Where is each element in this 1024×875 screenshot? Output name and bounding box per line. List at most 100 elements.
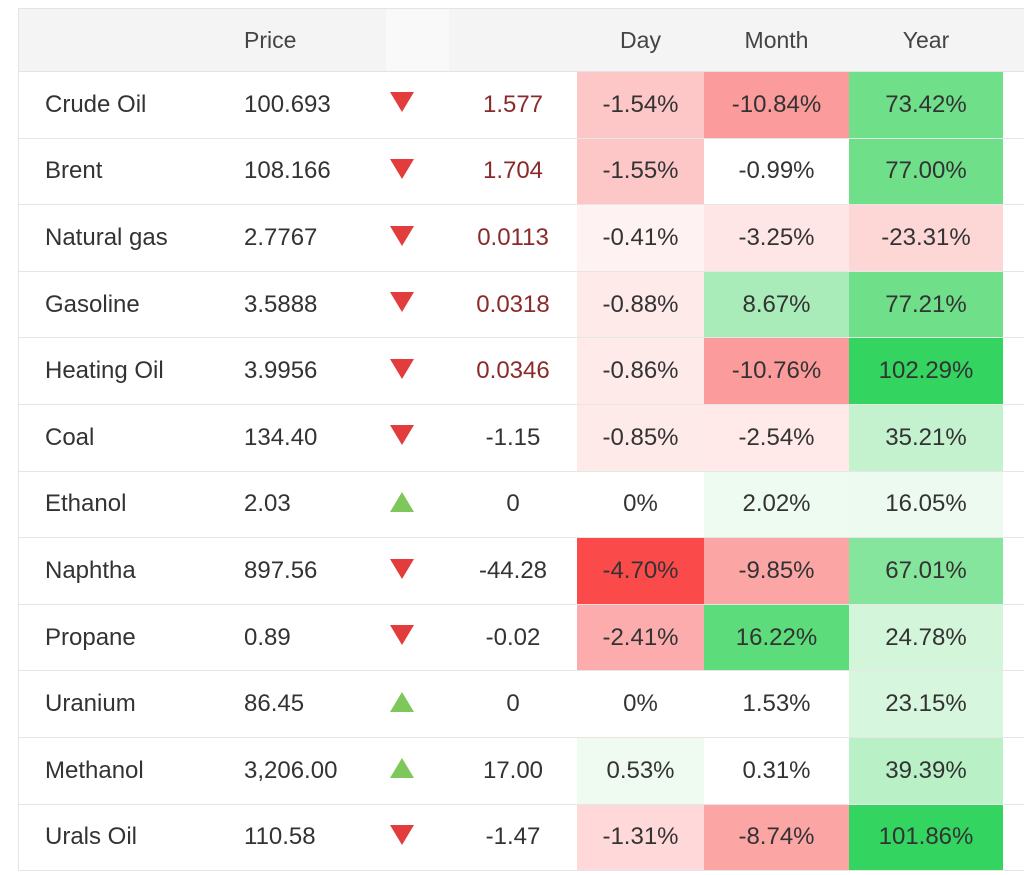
- row-pad: [1003, 537, 1024, 605]
- price-value: 0.89: [219, 604, 386, 672]
- year-change: 77.00%: [849, 138, 1003, 206]
- arrow-up-icon: [389, 492, 414, 513]
- row-pad: [1003, 804, 1024, 871]
- direction-cell: [386, 737, 449, 805]
- arrow-down-icon: [389, 425, 414, 446]
- month-change: 0.31%: [704, 737, 849, 805]
- commodities-table-container: Price Day Month Year Crude Oil 100.693 1.5…: [18, 8, 1024, 871]
- row-pad: [1003, 737, 1024, 805]
- change-value: 0.0346: [449, 337, 577, 405]
- month-change: -10.84%: [704, 71, 849, 139]
- commodity-name[interactable]: Uranium: [19, 670, 219, 738]
- arrow-down-icon: [389, 225, 414, 246]
- year-change: 73.42%: [849, 71, 1003, 139]
- commodity-name[interactable]: Naphtha: [19, 537, 219, 605]
- arrow-down-icon: [389, 159, 414, 180]
- commodity-name[interactable]: Brent: [19, 138, 219, 206]
- year-change: 24.78%: [849, 604, 1003, 672]
- direction-cell: [386, 604, 449, 672]
- arrow-down-icon: [389, 558, 414, 579]
- year-change: 35.21%: [849, 404, 1003, 472]
- table-row[interactable]: Uranium 86.45 0 0% 1.53% 23.15%: [19, 670, 1024, 738]
- month-change: -9.85%: [704, 537, 849, 605]
- header-change: [449, 9, 577, 72]
- table-row[interactable]: Crude Oil 100.693 1.577 -1.54% -10.84% 73.42%: [19, 71, 1024, 139]
- table-row[interactable]: Urals Oil 110.58 -1.47 -1.31% -8.74% 101.86%: [19, 804, 1024, 871]
- direction-cell: [386, 71, 449, 139]
- table-row[interactable]: Natural gas 2.7767 0.0113 -0.41% -3.25% -23.3…: [19, 204, 1024, 272]
- month-change: 1.53%: [704, 670, 849, 738]
- table-row[interactable]: Gasoline 3.5888 0.0318 -0.88% 8.67% 77.21%: [19, 271, 1024, 339]
- arrow-down-icon: [389, 625, 414, 646]
- arrow-down-icon: [389, 292, 414, 313]
- month-change: -2.54%: [704, 404, 849, 472]
- change-value: 17.00: [449, 737, 577, 805]
- arrow-up-icon: [389, 758, 414, 779]
- month-change: -10.76%: [704, 337, 849, 405]
- direction-cell: [386, 138, 449, 206]
- change-value: 0: [449, 471, 577, 539]
- commodity-name[interactable]: Crude Oil: [19, 71, 219, 139]
- table-row[interactable]: Brent 108.166 1.704 -1.55% -0.99% 77.00%: [19, 138, 1024, 206]
- day-change: -0.41%: [577, 204, 704, 272]
- table-row[interactable]: Naphtha 897.56 -44.28 -4.70% -9.85% 67.01%: [19, 537, 1024, 605]
- price-value: 3,206.00: [219, 737, 386, 805]
- commodity-name[interactable]: Natural gas: [19, 204, 219, 272]
- commodity-name[interactable]: Gasoline: [19, 271, 219, 339]
- row-pad: [1003, 271, 1024, 339]
- header-month[interactable]: Month: [704, 9, 849, 72]
- direction-cell: [386, 337, 449, 405]
- table-row[interactable]: Coal 134.40 -1.15 -0.85% -2.54% 35.21%: [19, 404, 1024, 472]
- table-row[interactable]: Methanol 3,206.00 17.00 0.53% 0.31% 39.39%: [19, 737, 1024, 805]
- change-value: 0.0113: [449, 204, 577, 272]
- header-year[interactable]: Year: [849, 9, 1003, 72]
- price-value: 110.58: [219, 804, 386, 871]
- row-pad: [1003, 138, 1024, 206]
- table-row[interactable]: Propane 0.89 -0.02 -2.41% 16.22% 24.78%: [19, 604, 1024, 672]
- commodity-name[interactable]: Ethanol: [19, 471, 219, 539]
- price-value: 897.56: [219, 537, 386, 605]
- direction-cell: [386, 537, 449, 605]
- change-value: -1.15: [449, 404, 577, 472]
- row-pad: [1003, 71, 1024, 139]
- month-change: -0.99%: [704, 138, 849, 206]
- year-change: 39.39%: [849, 737, 1003, 805]
- day-change: 0%: [577, 670, 704, 738]
- month-change: 16.22%: [704, 604, 849, 672]
- table-row[interactable]: Ethanol 2.03 0 0% 2.02% 16.05%: [19, 471, 1024, 539]
- day-change: -0.86%: [577, 337, 704, 405]
- price-value: 3.9956: [219, 337, 386, 405]
- commodity-name[interactable]: Coal: [19, 404, 219, 472]
- direction-cell: [386, 670, 449, 738]
- change-value: -44.28: [449, 537, 577, 605]
- commodities-table: Price Day Month Year Crude Oil 100.693 1.5…: [19, 9, 1024, 871]
- day-change: -1.31%: [577, 804, 704, 871]
- year-change: -23.31%: [849, 204, 1003, 272]
- price-value: 2.03: [219, 471, 386, 539]
- arrow-up-icon: [389, 691, 414, 712]
- header-arrow: [386, 9, 449, 72]
- year-change: 102.29%: [849, 337, 1003, 405]
- year-change: 77.21%: [849, 271, 1003, 339]
- commodity-name[interactable]: Propane: [19, 604, 219, 672]
- day-change: -4.70%: [577, 537, 704, 605]
- direction-cell: [386, 404, 449, 472]
- row-pad: [1003, 337, 1024, 405]
- month-change: 2.02%: [704, 471, 849, 539]
- price-value: 2.7767: [219, 204, 386, 272]
- commodity-name[interactable]: Heating Oil: [19, 337, 219, 405]
- change-value: 1.704: [449, 138, 577, 206]
- arrow-down-icon: [389, 92, 414, 113]
- table-row[interactable]: Heating Oil 3.9956 0.0346 -0.86% -10.76% 102.…: [19, 337, 1024, 405]
- direction-cell: [386, 271, 449, 339]
- direction-cell: [386, 204, 449, 272]
- header-price[interactable]: Price: [219, 9, 386, 72]
- commodity-name[interactable]: Methanol: [19, 737, 219, 805]
- arrow-down-icon: [389, 824, 414, 845]
- header-day[interactable]: Day: [577, 9, 704, 72]
- month-change: -3.25%: [704, 204, 849, 272]
- direction-cell: [386, 471, 449, 539]
- commodity-name[interactable]: Urals Oil: [19, 804, 219, 871]
- direction-cell: [386, 804, 449, 871]
- change-value: -1.47: [449, 804, 577, 871]
